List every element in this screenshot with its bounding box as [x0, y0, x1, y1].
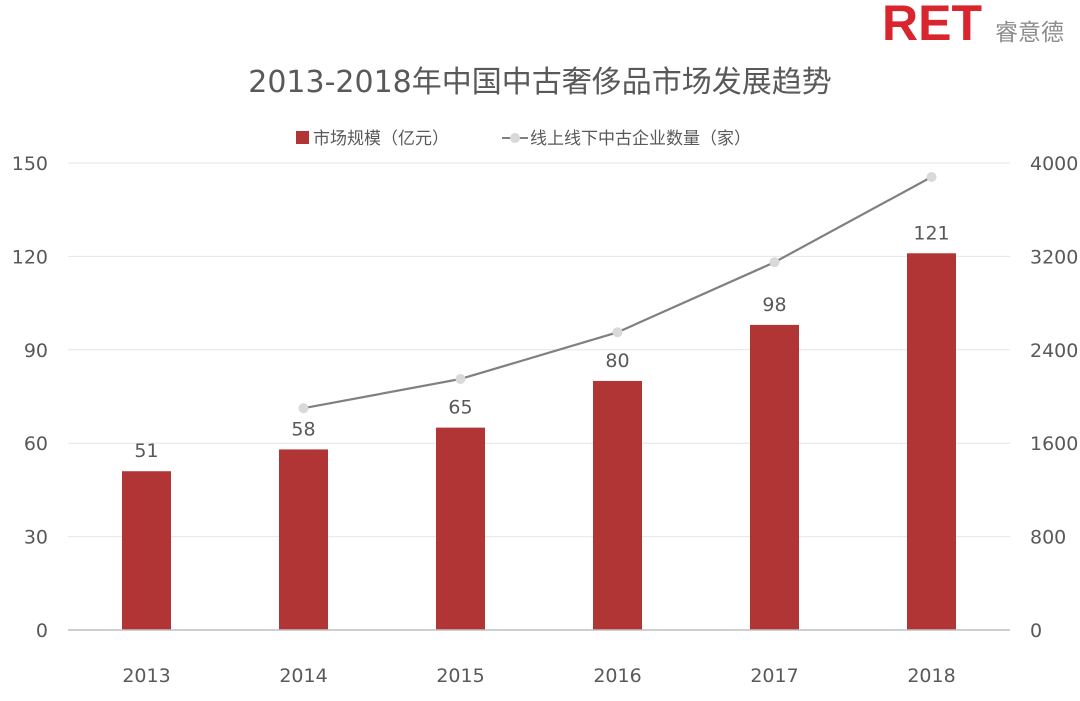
legend-marker-line — [510, 133, 520, 143]
brand-name: 睿意德 — [995, 20, 1064, 46]
bar — [122, 471, 171, 630]
data-label: 121 — [913, 222, 949, 244]
line-point — [926, 172, 937, 183]
line-point — [769, 257, 780, 268]
line-point — [298, 403, 309, 414]
series-line — [303, 176, 933, 410]
legend-label-bar: 市场规模（亿元） — [313, 129, 449, 149]
legend-swatch-bar — [296, 131, 309, 144]
x-tick-label: 2018 — [907, 665, 955, 687]
y-right-tick-label: 3200 — [1030, 246, 1078, 268]
x-tick-label: 2014 — [279, 665, 327, 687]
x-tick-label: 2013 — [122, 665, 170, 687]
y-left-tick-label: 150 — [12, 153, 48, 175]
legend: 市场规模（亿元） 线上线下中古企业数量（家） — [296, 129, 751, 149]
y-right-tick-label: 800 — [1030, 527, 1066, 549]
y-left-tick-label: 0 — [36, 620, 48, 642]
data-label: 65 — [448, 397, 472, 419]
y-left-tick-label: 30 — [24, 527, 48, 549]
data-label: 98 — [762, 294, 786, 316]
axes: 0 30 60 90 120 150 0 800 1600 2400 3200 4000 2013 201… — [12, 153, 1079, 687]
x-tick-label: 2016 — [593, 665, 641, 687]
y-left-tick-label: 60 — [24, 433, 48, 455]
y-right-tick-label: 2400 — [1030, 340, 1078, 362]
y-right-tick-label: 4000 — [1030, 153, 1078, 175]
y-left-tick-label: 90 — [24, 340, 48, 362]
brand-logo: RET — [882, 0, 982, 51]
chart-title: 2013-2018年中国中古奢侈品市场发展趋势 — [248, 65, 832, 100]
bar — [750, 324, 799, 630]
bar — [436, 427, 485, 630]
bar-series — [122, 253, 956, 630]
bar — [907, 253, 956, 630]
legend-label-line: 线上线下中古企业数量（家） — [530, 129, 751, 149]
x-tick-label: 2017 — [750, 665, 798, 687]
line-point — [612, 327, 623, 338]
bar — [593, 380, 642, 630]
line-point — [455, 373, 466, 384]
data-labels: 51 58 65 80 98 121 — [134, 222, 949, 462]
bar — [279, 449, 328, 630]
gridlines — [68, 162, 1010, 538]
y-left-tick-label: 120 — [12, 246, 48, 268]
x-tick-label: 2015 — [436, 665, 484, 687]
y-right-tick-label: 1600 — [1030, 433, 1078, 455]
data-label: 80 — [605, 350, 629, 372]
line-series — [298, 172, 937, 414]
data-label: 58 — [291, 418, 315, 440]
y-right-tick-label: 0 — [1030, 620, 1042, 642]
data-label: 51 — [134, 440, 158, 462]
